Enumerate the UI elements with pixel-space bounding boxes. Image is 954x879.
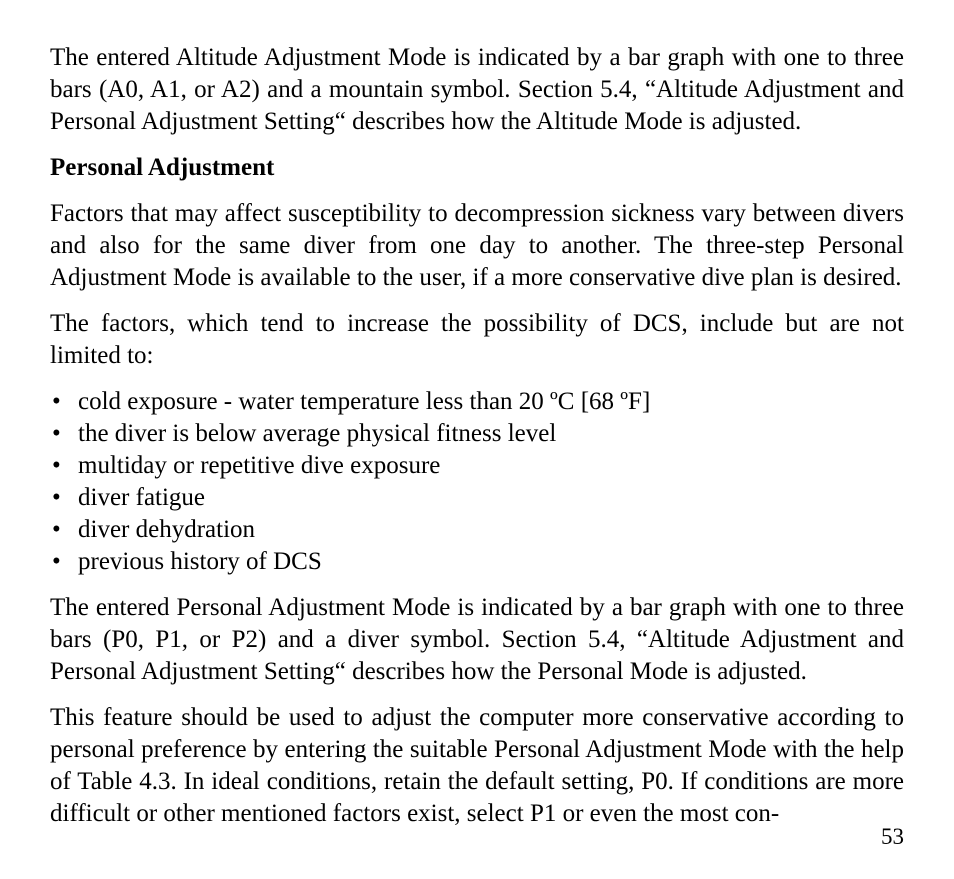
- paragraph-usage-guidance: This feature should be used to adjust th…: [50, 702, 904, 830]
- document-page: The entered Altitude Adjustment Mode is …: [0, 0, 954, 879]
- list-item: diver dehydration: [50, 514, 904, 546]
- paragraph-altitude-intro: The entered Altitude Adjustment Mode is …: [50, 42, 904, 138]
- paragraph-personal-intro: Factors that may affect susceptibility t…: [50, 198, 904, 294]
- page-number: 53: [881, 822, 904, 851]
- list-item: previous history of DCS: [50, 546, 904, 578]
- list-item: diver fatigue: [50, 482, 904, 514]
- list-item: the diver is below average physical fitn…: [50, 418, 904, 450]
- heading-personal-adjustment: Personal Adjustment: [50, 152, 904, 184]
- dcs-factors-list: cold exposure - water temperature less t…: [50, 386, 904, 578]
- paragraph-factors-lead: The factors, which tend to increase the …: [50, 308, 904, 372]
- paragraph-personal-indicator: The entered Personal Adjustment Mode is …: [50, 592, 904, 688]
- list-item: cold exposure - water temperature less t…: [50, 386, 904, 418]
- list-item: multiday or repetitive dive exposure: [50, 450, 904, 482]
